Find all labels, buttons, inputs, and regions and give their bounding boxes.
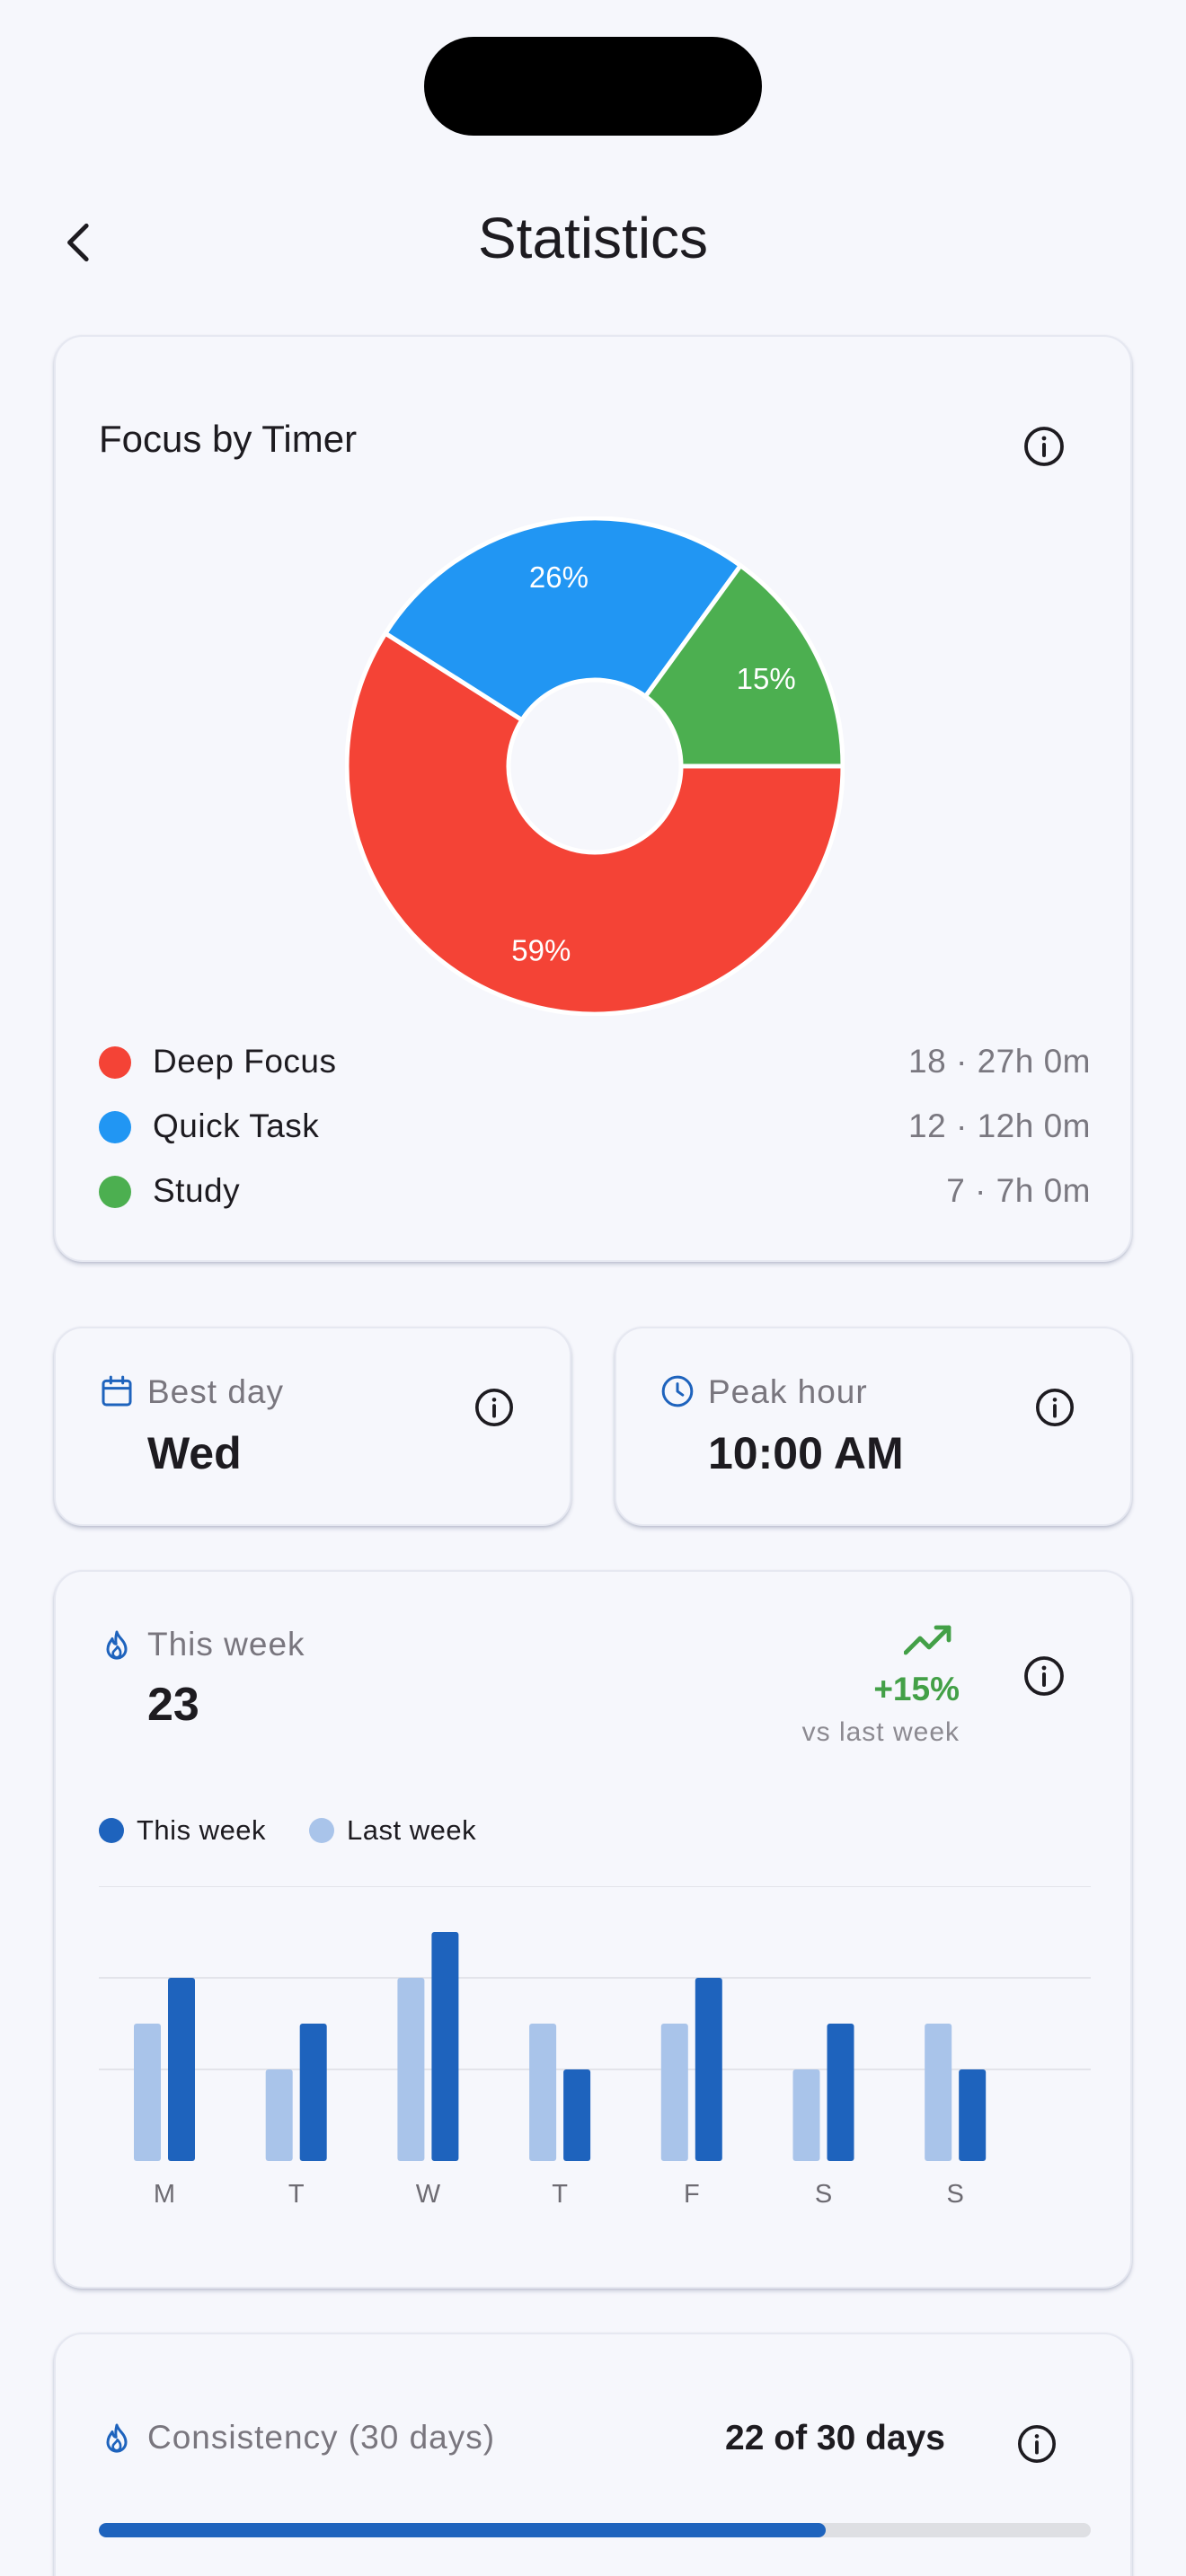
trending-up-icon bbox=[904, 1625, 951, 1655]
flame-icon bbox=[106, 2423, 128, 2453]
calendar-icon bbox=[102, 1375, 132, 1407]
peak-hour-value: 10:00 AM bbox=[708, 1428, 904, 1478]
app-bar: Statistics bbox=[0, 180, 1186, 305]
x-tick-label: W bbox=[416, 2180, 441, 2209]
legend-dot-last-week bbox=[309, 1818, 334, 1843]
this-week-card: This week 23 +15% vs last week This week… bbox=[54, 1570, 1132, 2289]
x-tick-label: S bbox=[947, 2180, 964, 2209]
dynamic-island bbox=[424, 37, 762, 136]
consistency-info-button[interactable] bbox=[1008, 2415, 1066, 2473]
consistency-value: 22 of 30 days bbox=[725, 2419, 945, 2457]
focus-info-button[interactable] bbox=[1015, 418, 1073, 475]
back-button[interactable] bbox=[36, 199, 122, 286]
info-icon bbox=[475, 1389, 513, 1426]
clock-icon bbox=[661, 1375, 694, 1407]
slice-study bbox=[642, 562, 845, 769]
focus-donut-chart: 59% 26% 15% bbox=[345, 516, 845, 1016]
slice-percent-label: 15% bbox=[737, 662, 796, 695]
bar-this-week bbox=[959, 2069, 987, 2161]
consistency-progress-fill bbox=[99, 2523, 827, 2537]
peak-hour-label: Peak hour bbox=[708, 1373, 868, 1410]
legend-row-study: Study 7 · 7h 0m bbox=[99, 1167, 1091, 1217]
legend-row-quick-task: Quick Task 12 · 12h 0m bbox=[99, 1102, 1091, 1152]
consistency-card: Consistency (30 days) 22 of 30 days bbox=[54, 2333, 1132, 2576]
x-tick-label: F bbox=[684, 2180, 700, 2209]
flame-icon bbox=[106, 1630, 128, 1660]
peak-hour-card: Peak hour 10:00 AM bbox=[615, 1327, 1132, 1526]
legend-label: Study bbox=[153, 1172, 241, 1209]
bar-last-week bbox=[529, 2024, 557, 2161]
this-week-value: 23 bbox=[147, 1679, 199, 1731]
legend-dot-deep-focus bbox=[99, 1046, 131, 1079]
legend-last-week-label: Last week bbox=[347, 1814, 477, 1846]
legend-label: Quick Task bbox=[153, 1107, 320, 1144]
bar-last-week bbox=[265, 2069, 293, 2161]
best-day-value: Wed bbox=[147, 1428, 242, 1478]
peak-hour-info-button[interactable] bbox=[1026, 1379, 1084, 1436]
legend-dot-study bbox=[99, 1176, 131, 1208]
legend-label: Deep Focus bbox=[153, 1043, 337, 1080]
bar-last-week bbox=[397, 1978, 425, 2161]
info-icon bbox=[1036, 1389, 1074, 1426]
this-week-label: This week bbox=[147, 1626, 305, 1663]
x-tick-label: S bbox=[815, 2180, 832, 2209]
x-tick-label: T bbox=[552, 2180, 568, 2209]
focus-by-timer-card: Focus by Timer 59% 26% 15% Deep Focus 18 ·… bbox=[54, 335, 1132, 1262]
bar-last-week bbox=[925, 2024, 952, 2161]
legend-row-deep-focus: Deep Focus 18 · 27h 0m bbox=[99, 1037, 1091, 1088]
slice-percent-label: 26% bbox=[529, 560, 589, 594]
legend-dot-quick-task bbox=[99, 1111, 131, 1143]
bar-this-week bbox=[563, 2069, 591, 2161]
consistency-progress-bar bbox=[99, 2523, 1091, 2537]
week-info-button[interactable] bbox=[1015, 1647, 1073, 1705]
best-day-card: Best day Wed bbox=[54, 1327, 571, 1526]
legend-value: 12 · 12h 0m bbox=[908, 1107, 1091, 1144]
trend-percent: +15% bbox=[873, 1671, 960, 1707]
bar-last-week bbox=[660, 2024, 688, 2161]
page-title: Statistics bbox=[477, 206, 709, 270]
slice-quick-task bbox=[382, 516, 744, 724]
legend-this-week-label: This week bbox=[137, 1814, 267, 1846]
focus-card-title: Focus by Timer bbox=[99, 418, 358, 460]
legend-dot-this-week bbox=[99, 1818, 124, 1843]
legend-value: 7 · 7h 0m bbox=[946, 1172, 1091, 1209]
bar-this-week bbox=[168, 1978, 195, 2161]
slice-percent-label: 59% bbox=[511, 934, 571, 967]
best-day-label: Best day bbox=[147, 1373, 284, 1410]
bar-last-week bbox=[134, 2024, 161, 2161]
info-icon bbox=[1024, 1656, 1064, 1696]
bar-this-week bbox=[695, 1978, 722, 2161]
bar-last-week bbox=[792, 2069, 820, 2161]
x-tick-label: T bbox=[288, 2180, 305, 2209]
x-tick-label: M bbox=[154, 2180, 175, 2209]
bar-this-week bbox=[299, 2024, 327, 2161]
consistency-label: Consistency (30 days) bbox=[147, 2419, 496, 2456]
bar-this-week bbox=[827, 2024, 854, 2161]
chevron-left-icon bbox=[67, 223, 89, 262]
legend-value: 18 · 27h 0m bbox=[908, 1043, 1091, 1080]
legend-this-week: This week bbox=[99, 1814, 266, 1847]
info-icon bbox=[1018, 2425, 1056, 2463]
bar-this-week bbox=[431, 1932, 459, 2161]
trend-subtitle: vs last week bbox=[801, 1717, 960, 1747]
best-day-info-button[interactable] bbox=[465, 1379, 523, 1436]
info-icon bbox=[1024, 427, 1064, 466]
slice-deep-focus bbox=[345, 630, 845, 1016]
legend-last-week: Last week bbox=[309, 1814, 476, 1847]
